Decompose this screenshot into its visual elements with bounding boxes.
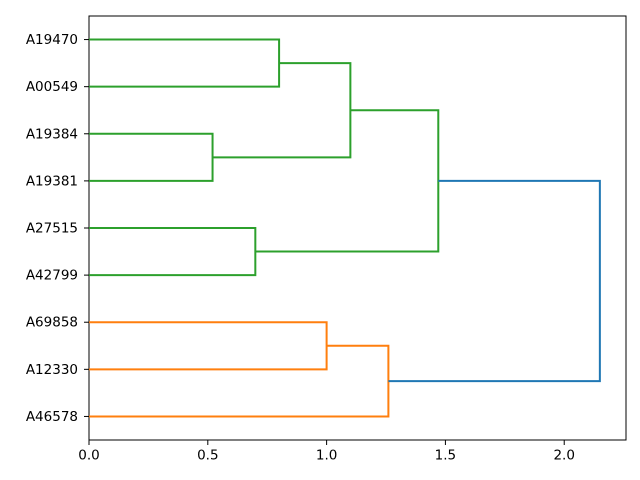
x-tick-label: 0.5 [197, 448, 218, 464]
dendrogram-link-green [255, 109, 440, 253]
dendrogram-link-green [89, 227, 257, 277]
dendrogram-link-green [89, 132, 214, 182]
dendrogram-link-green [89, 38, 281, 88]
leaf-label: A00549 [26, 79, 78, 95]
leaf-label: A12330 [26, 362, 78, 378]
leaf-label: A27515 [26, 221, 78, 237]
dendrogram-link-orange [89, 321, 328, 371]
dendrogram-link-blue [388, 179, 601, 383]
leaf-label: A42799 [26, 268, 78, 284]
x-tick-label: 1.0 [316, 448, 337, 464]
x-tick-label: 2.0 [553, 448, 574, 464]
dendrogram-link-orange [89, 344, 390, 418]
leaf-label: A19384 [26, 126, 78, 142]
leaf-label: A46578 [26, 409, 78, 425]
leaf-label: A19381 [26, 173, 78, 189]
leaf-label: A19470 [26, 32, 78, 48]
dendrogram-link-green [212, 62, 352, 159]
leaf-label: A69858 [26, 315, 78, 331]
x-tick-label: 0.0 [78, 448, 99, 464]
x-tick-label: 1.5 [435, 448, 456, 464]
